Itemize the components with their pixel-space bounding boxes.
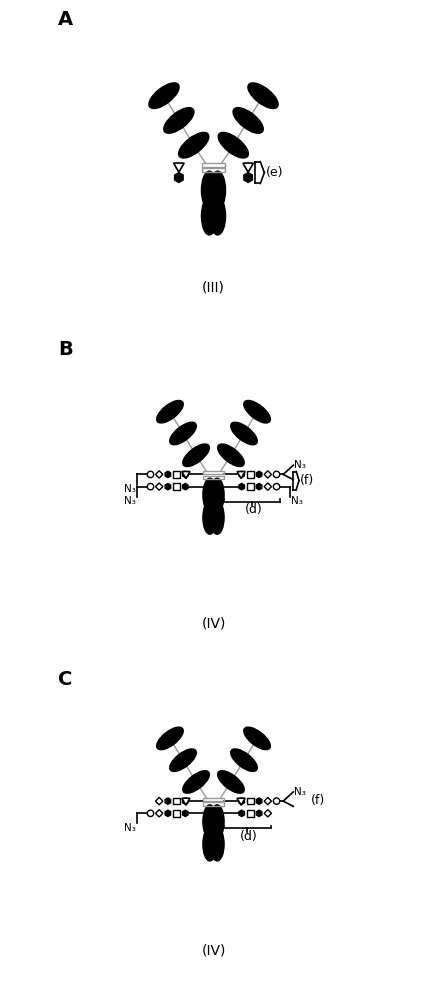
Polygon shape bbox=[256, 483, 261, 490]
Polygon shape bbox=[155, 797, 162, 805]
Ellipse shape bbox=[230, 422, 257, 445]
Ellipse shape bbox=[202, 805, 216, 838]
Text: (III): (III) bbox=[201, 280, 225, 294]
Text: N₃: N₃ bbox=[123, 484, 135, 494]
Ellipse shape bbox=[217, 444, 244, 467]
Polygon shape bbox=[182, 798, 188, 804]
Ellipse shape bbox=[156, 400, 183, 423]
Ellipse shape bbox=[233, 108, 263, 133]
Ellipse shape bbox=[209, 197, 225, 235]
Polygon shape bbox=[238, 810, 244, 817]
Ellipse shape bbox=[163, 108, 193, 133]
Polygon shape bbox=[155, 810, 162, 817]
Ellipse shape bbox=[149, 83, 178, 108]
Circle shape bbox=[273, 798, 279, 804]
Bar bbox=[247, 471, 253, 478]
Polygon shape bbox=[236, 471, 245, 479]
Bar bbox=[247, 798, 253, 804]
Ellipse shape bbox=[243, 727, 270, 750]
Ellipse shape bbox=[182, 771, 209, 793]
Polygon shape bbox=[256, 798, 261, 804]
Text: (d): (d) bbox=[239, 830, 257, 843]
Circle shape bbox=[273, 483, 279, 490]
Text: B: B bbox=[58, 340, 73, 359]
Polygon shape bbox=[264, 483, 271, 490]
Text: N₃: N₃ bbox=[124, 823, 136, 833]
Ellipse shape bbox=[202, 501, 216, 534]
Ellipse shape bbox=[210, 805, 224, 838]
Bar bbox=[173, 471, 179, 478]
Polygon shape bbox=[173, 163, 184, 172]
Ellipse shape bbox=[248, 83, 277, 108]
Polygon shape bbox=[256, 471, 261, 478]
Text: (IV): (IV) bbox=[201, 617, 225, 631]
Polygon shape bbox=[165, 483, 170, 490]
Ellipse shape bbox=[210, 501, 224, 534]
Text: N₃: N₃ bbox=[290, 496, 302, 506]
Text: C: C bbox=[58, 670, 72, 689]
Text: (IV): (IV) bbox=[201, 943, 225, 957]
Ellipse shape bbox=[201, 171, 217, 209]
Polygon shape bbox=[236, 798, 245, 805]
Bar bbox=[173, 810, 179, 817]
Polygon shape bbox=[181, 798, 190, 805]
Polygon shape bbox=[165, 798, 170, 804]
Polygon shape bbox=[181, 471, 190, 479]
Circle shape bbox=[273, 471, 279, 478]
Polygon shape bbox=[238, 798, 244, 804]
Polygon shape bbox=[242, 163, 253, 172]
Ellipse shape bbox=[209, 171, 225, 209]
Ellipse shape bbox=[218, 132, 248, 158]
Ellipse shape bbox=[210, 828, 224, 861]
Polygon shape bbox=[264, 797, 271, 805]
Text: (f): (f) bbox=[299, 474, 314, 487]
Text: N₃: N₃ bbox=[293, 787, 305, 797]
Bar bbox=[247, 810, 253, 817]
Circle shape bbox=[147, 810, 153, 817]
Ellipse shape bbox=[202, 478, 216, 512]
Polygon shape bbox=[155, 483, 162, 490]
Ellipse shape bbox=[230, 749, 257, 771]
Bar bbox=[203, 802, 223, 806]
Ellipse shape bbox=[169, 749, 196, 771]
Polygon shape bbox=[182, 810, 188, 817]
Bar bbox=[203, 798, 223, 801]
Polygon shape bbox=[165, 810, 170, 817]
Circle shape bbox=[147, 483, 153, 490]
Circle shape bbox=[147, 471, 153, 478]
Bar bbox=[203, 476, 223, 479]
Ellipse shape bbox=[201, 197, 217, 235]
Polygon shape bbox=[264, 810, 271, 817]
Polygon shape bbox=[238, 483, 244, 490]
Bar bbox=[201, 168, 225, 172]
Ellipse shape bbox=[156, 727, 183, 750]
Bar bbox=[203, 471, 223, 474]
Ellipse shape bbox=[202, 828, 216, 861]
Ellipse shape bbox=[182, 444, 209, 467]
Ellipse shape bbox=[169, 422, 196, 445]
Ellipse shape bbox=[178, 132, 208, 158]
Bar bbox=[201, 163, 225, 167]
Polygon shape bbox=[182, 471, 188, 478]
Polygon shape bbox=[182, 483, 188, 490]
Bar bbox=[173, 798, 179, 804]
Text: (d): (d) bbox=[244, 503, 262, 516]
Text: (e): (e) bbox=[265, 166, 282, 179]
Polygon shape bbox=[155, 471, 162, 478]
Polygon shape bbox=[264, 471, 271, 478]
Ellipse shape bbox=[243, 400, 270, 423]
Polygon shape bbox=[165, 471, 170, 478]
Ellipse shape bbox=[217, 771, 244, 793]
Text: (f): (f) bbox=[310, 794, 324, 807]
Bar bbox=[247, 483, 253, 490]
Polygon shape bbox=[243, 173, 252, 182]
Text: N₃: N₃ bbox=[293, 460, 305, 470]
Polygon shape bbox=[174, 173, 183, 182]
Text: N₃: N₃ bbox=[123, 496, 135, 506]
Polygon shape bbox=[256, 810, 261, 817]
Ellipse shape bbox=[210, 478, 224, 512]
Polygon shape bbox=[238, 471, 244, 478]
Bar bbox=[173, 483, 179, 490]
Text: A: A bbox=[58, 10, 73, 29]
